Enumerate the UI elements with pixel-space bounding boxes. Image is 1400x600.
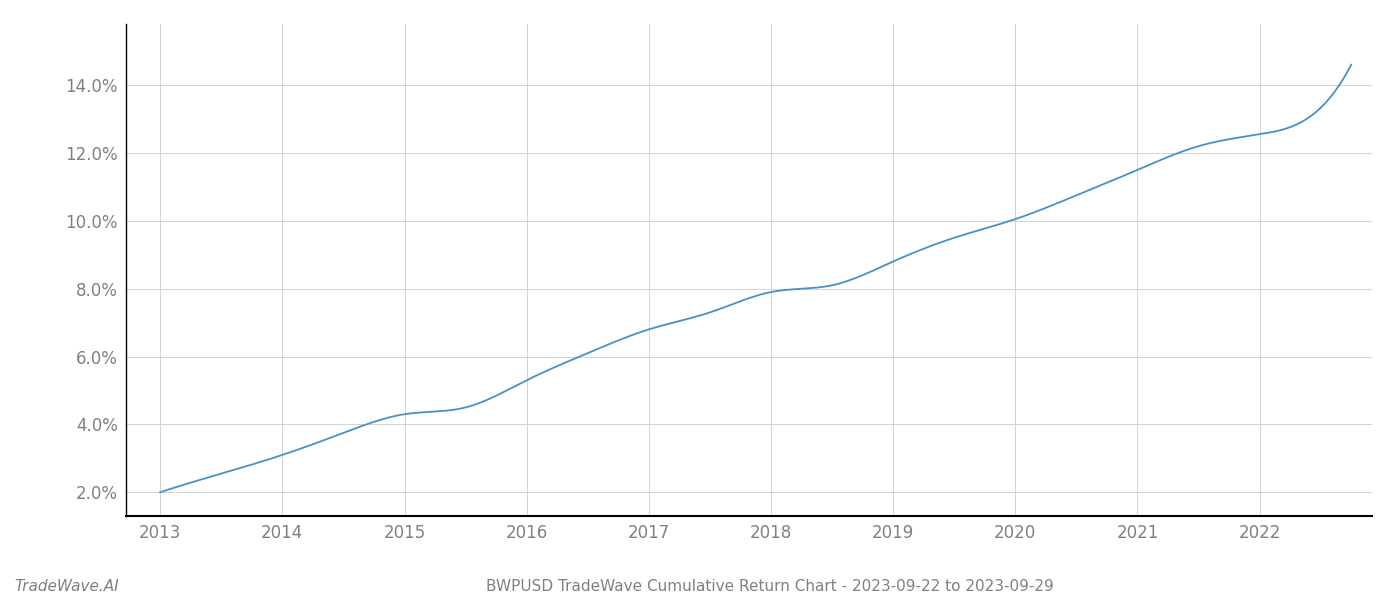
Text: BWPUSD TradeWave Cumulative Return Chart - 2023-09-22 to 2023-09-29: BWPUSD TradeWave Cumulative Return Chart… <box>486 579 1054 594</box>
Text: TradeWave.AI: TradeWave.AI <box>14 579 119 594</box>
